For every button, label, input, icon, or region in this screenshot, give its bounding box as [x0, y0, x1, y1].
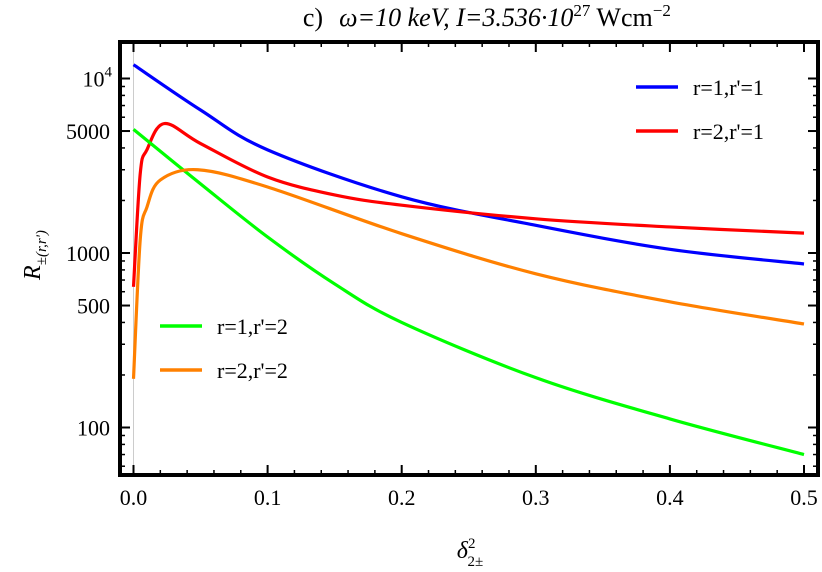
- subtitle-exp2: −2: [653, 1, 671, 20]
- x-tick-label: 0.0: [120, 485, 148, 510]
- legend: r=1,r'=1 r=2,r'=1 r=1,r'=2 r=2,r'=2: [160, 75, 764, 383]
- legend-label: r=1,r'=2: [217, 314, 288, 339]
- legend-label: r=2,r'=1: [693, 119, 764, 144]
- ticks-layer: 0.0 0.1 0.2 0.3 0.4 0.5 100 500 1000 5000 104: [66, 42, 818, 510]
- y-tick-label: 104: [83, 65, 113, 92]
- series-line-1: [132, 63, 805, 266]
- series-line-2: [131, 121, 805, 287]
- legend-label: r=2,r'=2: [217, 358, 288, 383]
- x-tick-label: 0.4: [656, 485, 684, 510]
- y-tick-label: 100: [77, 416, 110, 441]
- chart-subtitle: ω=10 keV, I=3.536·1027 Wcm−2: [339, 1, 671, 32]
- x-tick-label: 0.5: [790, 485, 818, 510]
- subtitle-main: ω=10 keV, I=3.536·10: [339, 3, 573, 32]
- series-layer: [131, 63, 805, 457]
- chart-title: c): [303, 3, 323, 32]
- x-axis-label: δ2 2±: [457, 536, 483, 570]
- series-line-4: [131, 167, 805, 379]
- x-tick-label: 0.1: [254, 485, 282, 510]
- series-line-3: [132, 128, 805, 457]
- legend-label: r=1,r'=1: [693, 75, 764, 100]
- y-tick-label: 5000: [66, 119, 110, 144]
- plot-frame: [118, 40, 820, 477]
- y-tick-label: 1000: [66, 241, 110, 266]
- x-tick-label: 0.2: [388, 485, 416, 510]
- subtitle-unit: Wcm: [590, 3, 652, 32]
- x-tick-label: 0.3: [522, 485, 550, 510]
- y-tick-label: 500: [77, 294, 110, 319]
- subtitle-exp: 27: [573, 1, 591, 20]
- y-axis-label: R±(r,r'): [20, 230, 50, 281]
